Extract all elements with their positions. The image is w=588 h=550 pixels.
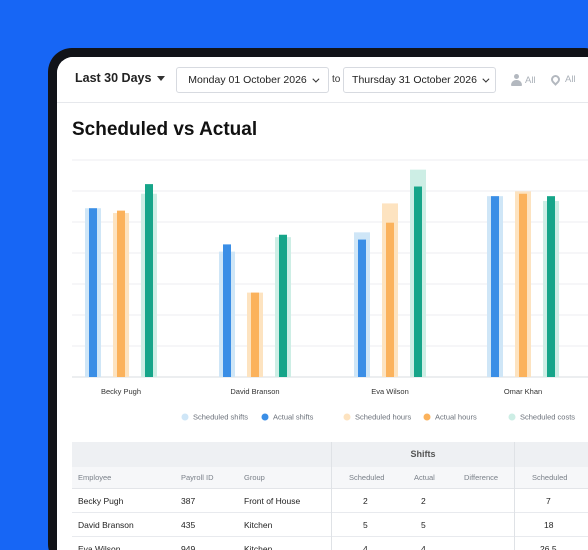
bar-actual-hours xyxy=(251,292,259,377)
bar-actual-shifts xyxy=(491,196,499,377)
bar-actual-costs xyxy=(279,234,287,377)
legend-swatch xyxy=(261,413,269,421)
group-name: Kitchen xyxy=(244,520,273,530)
x-tick-label: Becky Pugh xyxy=(101,387,141,396)
page-title: Scheduled vs Actual xyxy=(72,119,258,140)
actual-shifts: 4 xyxy=(421,544,426,550)
x-tick-label: Omar Khan xyxy=(504,387,542,396)
table-row[interactable]: Eva Wilson 949 Kitchen 4 4 26.5 xyxy=(72,537,588,550)
bar-actual-shifts xyxy=(358,239,366,377)
payroll-id: 949 xyxy=(181,544,196,550)
scheduled-hours: 18 xyxy=(544,520,554,530)
scheduled-vs-actual-chart: Becky Pugh David Branson Eva Wilson Omar Kh… xyxy=(72,159,588,422)
bar-actual-hours xyxy=(519,193,527,377)
legend-label: Scheduled costs xyxy=(520,413,575,422)
col-scheduled-shifts[interactable]: Scheduled xyxy=(349,473,385,482)
scheduled-hours: 7 xyxy=(546,496,551,506)
table-header: Employee Payroll ID Group Scheduled Actu… xyxy=(72,467,588,489)
bar-actual-costs xyxy=(145,184,153,377)
column-divider xyxy=(514,442,515,550)
actual-shifts: 2 xyxy=(421,496,426,506)
legend-swatch xyxy=(181,413,189,421)
employee-filter[interactable]: All xyxy=(511,74,536,86)
bar-actual-hours xyxy=(386,222,394,377)
legend-label: Scheduled shifts xyxy=(193,413,248,422)
bar-actual-hours xyxy=(117,210,125,377)
scheduled-shifts: 2 xyxy=(363,496,368,506)
group-name: Front of House xyxy=(244,496,301,506)
date-range-label: Last 30 Days xyxy=(75,71,152,85)
scheduled-shifts: 5 xyxy=(363,520,368,530)
scheduled-shifts: 4 xyxy=(363,544,368,550)
actual-shifts: 5 xyxy=(421,520,426,530)
col-difference[interactable]: Difference xyxy=(464,473,499,482)
bar-actual-costs xyxy=(414,186,422,377)
bar-actual-shifts xyxy=(89,208,97,377)
col-employee[interactable]: Employee xyxy=(78,473,112,482)
x-tick-label: Eva Wilson xyxy=(371,387,409,396)
end-date-picker[interactable]: Thursday 31 October 2026 xyxy=(343,67,496,93)
scheduled-hours: 26.5 xyxy=(540,544,557,550)
toolbar: Last 30 Days Monday 01 October 2026 to T… xyxy=(57,57,588,103)
end-date-value: Thursday 31 October 2026 xyxy=(352,74,477,86)
employee-name: David Branson xyxy=(78,520,134,530)
legend-swatch xyxy=(508,413,516,421)
employee-name: Eva Wilson xyxy=(78,544,121,550)
employee-name: Becky Pugh xyxy=(78,496,124,506)
date-range-dropdown[interactable]: Last 30 Days xyxy=(75,71,166,85)
employee-filter-value: All xyxy=(525,74,536,86)
x-tick-label: David Branson xyxy=(230,387,279,396)
payroll-id: 435 xyxy=(181,520,196,530)
bar-actual-shifts xyxy=(223,244,231,377)
legend-label: Actual hours xyxy=(435,413,477,422)
caret-down-icon xyxy=(157,75,166,81)
shifts-group-label: Shifts xyxy=(332,442,514,467)
start-date-picker[interactable]: Monday 01 October 2026 xyxy=(176,67,329,93)
to-label: to xyxy=(332,74,341,85)
table-row[interactable]: David Branson 435 Kitchen 5 5 18 xyxy=(72,513,588,537)
legend-swatch xyxy=(423,413,431,421)
col-scheduled-hours[interactable]: Scheduled xyxy=(532,473,568,482)
location-filter[interactable]: All xyxy=(549,73,576,86)
start-date-value: Monday 01 October 2026 xyxy=(188,74,307,86)
col-actual-shifts[interactable]: Actual xyxy=(414,473,435,482)
legend-swatch xyxy=(343,413,351,421)
location-filter-value: All xyxy=(565,74,576,85)
col-payroll-id[interactable]: Payroll ID xyxy=(181,473,214,482)
table-row[interactable]: Becky Pugh 387 Front of House 2 2 7 xyxy=(72,489,588,513)
person-icon xyxy=(511,74,522,86)
payroll-id: 387 xyxy=(181,496,196,506)
column-divider xyxy=(331,442,332,550)
bar-actual-costs xyxy=(547,196,555,377)
legend-label: Scheduled hours xyxy=(355,413,412,422)
group-name: Kitchen xyxy=(244,544,273,550)
col-group[interactable]: Group xyxy=(244,473,265,482)
table-group-header: Shifts xyxy=(72,442,588,467)
legend-label: Actual shifts xyxy=(273,413,314,422)
app-screen: Last 30 Days Monday 01 October 2026 to T… xyxy=(57,57,588,550)
